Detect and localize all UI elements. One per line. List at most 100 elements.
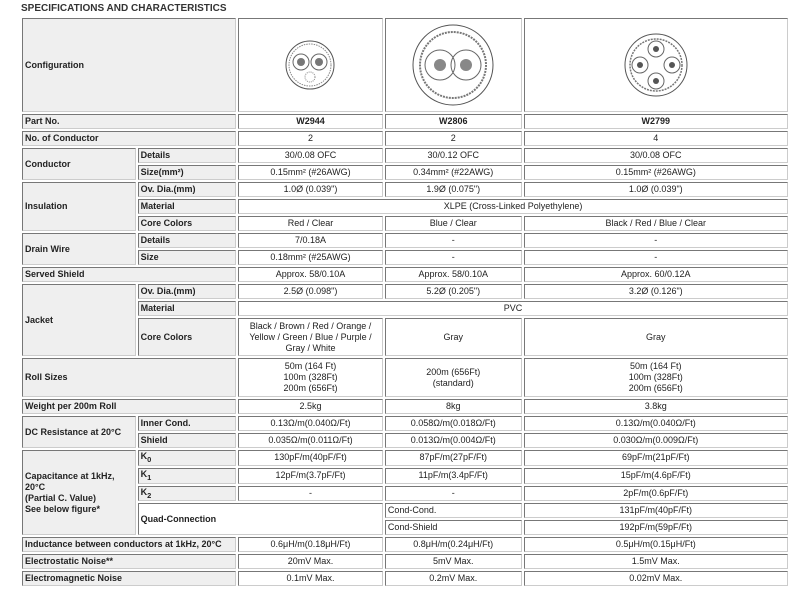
cell: 5mV Max. bbox=[384, 554, 522, 570]
cell: Black / Red / Blue / Clear bbox=[523, 216, 788, 231]
cell: 3.8kg bbox=[523, 399, 788, 414]
label-cond-cond: Cond-Cond. bbox=[384, 503, 522, 519]
row-no-conductor: No. of Conductor 2 2 4 bbox=[22, 131, 788, 146]
cell: 0.15mm² (#26AWG) bbox=[238, 165, 383, 180]
label-no-conductor: No. of Conductor bbox=[22, 131, 237, 146]
cell: 50m (164 Ft) 100m (328Ft) 200m (656Ft) bbox=[238, 358, 383, 397]
label-electrostatic: Electrostatic Noise** bbox=[22, 554, 237, 570]
cable-cross-section-icon bbox=[285, 40, 335, 90]
cell: 0.6μH/m(0.18μH/Ft) bbox=[238, 537, 383, 553]
sublabel-size: Size(mm²) bbox=[137, 165, 237, 180]
cell: - bbox=[384, 233, 522, 248]
cell: 4 bbox=[523, 131, 788, 146]
sublabel-shield: Shield bbox=[137, 433, 237, 448]
cable-image-w2806 bbox=[384, 18, 522, 112]
cell: Approx. 60/0.12A bbox=[523, 267, 788, 282]
part-w2806: W2806 bbox=[384, 114, 522, 129]
cell: 2.5kg bbox=[238, 399, 383, 414]
cell: 0.058Ω/m(0.018Ω/Ft) bbox=[384, 416, 522, 431]
cell: 0.1mV Max. bbox=[238, 571, 383, 587]
cell: 0.013Ω/m(0.004Ω/Ft) bbox=[384, 433, 522, 448]
spec-table: Configuration Part No. W2944 W2806 W2799… bbox=[20, 16, 790, 588]
cell: 130pF/m(40pF/Ft) bbox=[238, 450, 383, 466]
cell: 2 bbox=[384, 131, 522, 146]
cell: 0.2mV Max. bbox=[384, 571, 522, 587]
sublabel-ov-dia: Ov. Dia.(mm) bbox=[137, 284, 237, 299]
cell: Approx. 58/0.10A bbox=[238, 267, 383, 282]
cell: 1.0Ø (0.039") bbox=[238, 182, 383, 197]
cell: 12pF/m(3.7pF/Ft) bbox=[238, 467, 383, 484]
cell: Blue / Clear bbox=[384, 216, 522, 231]
cell: 3.2Ø (0.126") bbox=[523, 284, 788, 299]
cell: PVC bbox=[238, 301, 788, 316]
cell: 0.035Ω/m(0.011Ω/Ft) bbox=[238, 433, 383, 448]
sublabel-ov-dia: Ov. Dia.(mm) bbox=[137, 182, 237, 197]
label-weight: Weight per 200m Roll bbox=[22, 399, 237, 414]
sublabel-k2: K2 bbox=[137, 485, 237, 502]
cell: Red / Clear bbox=[238, 216, 383, 231]
cell: 69pF/m(21pF/Ft) bbox=[523, 450, 788, 466]
label-roll-sizes: Roll Sizes bbox=[22, 358, 237, 397]
cell: - bbox=[523, 233, 788, 248]
cell: 30/0.08 OFC bbox=[238, 148, 383, 163]
cell: - bbox=[384, 250, 522, 265]
cell: 2.5Ø (0.098") bbox=[238, 284, 383, 299]
cable-cross-section-icon bbox=[412, 24, 494, 106]
label-drain-wire: Drain Wire bbox=[22, 233, 136, 265]
cell: - bbox=[238, 485, 383, 502]
cell: 1.5mV Max. bbox=[523, 554, 788, 570]
cell: 8kg bbox=[384, 399, 522, 414]
cell: 2pF/m(0.6pF/Ft) bbox=[523, 485, 788, 502]
label-capacitance: Capacitance at 1kHz, 20°C (Partial C. Valu… bbox=[22, 450, 136, 536]
cell: 0.02mV Max. bbox=[523, 571, 788, 587]
label-part-no: Part No. bbox=[22, 114, 237, 129]
cell: - bbox=[384, 485, 522, 502]
cell: 0.18mm² (#25AWG) bbox=[238, 250, 383, 265]
cable-image-w2799 bbox=[523, 18, 788, 112]
sublabel-k0: K0 bbox=[137, 450, 237, 466]
label-conductor: Conductor bbox=[22, 148, 136, 180]
part-w2944: W2944 bbox=[238, 114, 383, 129]
cell: 15pF/m(4.6pF/Ft) bbox=[523, 467, 788, 484]
sublabel-details: Details bbox=[137, 233, 237, 248]
cell: 131pF/m(40pF/Ft) bbox=[523, 503, 788, 519]
label-dc-resistance: DC Resistance at 20°C bbox=[22, 416, 136, 448]
cell: 30/0.12 OFC bbox=[384, 148, 522, 163]
cell: 30/0.08 OFC bbox=[523, 148, 788, 163]
cell: Gray bbox=[384, 318, 522, 356]
cell: 0.13Ω/m(0.040Ω/Ft) bbox=[523, 416, 788, 431]
cell: Gray bbox=[523, 318, 788, 356]
cable-cross-section-icon bbox=[624, 33, 688, 97]
cell: 87pF/m(27pF/Ft) bbox=[384, 450, 522, 466]
cell: 0.8μH/m(0.24μH/Ft) bbox=[384, 537, 522, 553]
sublabel-details: Details bbox=[137, 148, 237, 163]
cell: 1.0Ø (0.039") bbox=[523, 182, 788, 197]
sublabel-inner-cond: Inner Cond. bbox=[137, 416, 237, 431]
label-insulation: Insulation bbox=[22, 182, 136, 231]
cell: 2 bbox=[238, 131, 383, 146]
row-configuration: Configuration bbox=[22, 18, 788, 112]
part-w2799: W2799 bbox=[523, 114, 788, 129]
cell: 200m (656Ft) (standard) bbox=[384, 358, 522, 397]
cell: 192pF/m(59pF/Ft) bbox=[523, 520, 788, 536]
cell: 5.2Ø (0.205") bbox=[384, 284, 522, 299]
cell: 1.9Ø (0.075") bbox=[384, 182, 522, 197]
cell: 11pF/m(3.4pF/Ft) bbox=[384, 467, 522, 484]
cell: 0.5μH/m(0.15μH/Ft) bbox=[523, 537, 788, 553]
label-quad-connection: Quad-Connection bbox=[137, 503, 383, 536]
cell: 0.34mm² (#22AWG) bbox=[384, 165, 522, 180]
cell: 20mV Max. bbox=[238, 554, 383, 570]
row-part-no: Part No. W2944 W2806 W2799 bbox=[22, 114, 788, 129]
page-title: SPECIFICATIONS AND CHARACTERISTICS bbox=[21, 3, 227, 14]
cell: 50m (164 Ft) 100m (328Ft) 200m (656Ft) bbox=[523, 358, 788, 397]
cell: Approx. 58/0.10A bbox=[384, 267, 522, 282]
cell: 0.030Ω/m(0.009Ω/Ft) bbox=[523, 433, 788, 448]
label-configuration: Configuration bbox=[22, 18, 237, 112]
label-inductance: Inductance between conductors at 1kHz, 2… bbox=[22, 537, 237, 553]
sublabel-k1: K1 bbox=[137, 467, 237, 484]
cell: 0.15mm² (#26AWG) bbox=[523, 165, 788, 180]
label-served-shield: Served Shield bbox=[22, 267, 237, 282]
cell: - bbox=[523, 250, 788, 265]
sublabel-material: Material bbox=[137, 301, 237, 316]
cell: XLPE (Cross-Linked Polyethylene) bbox=[238, 199, 788, 214]
